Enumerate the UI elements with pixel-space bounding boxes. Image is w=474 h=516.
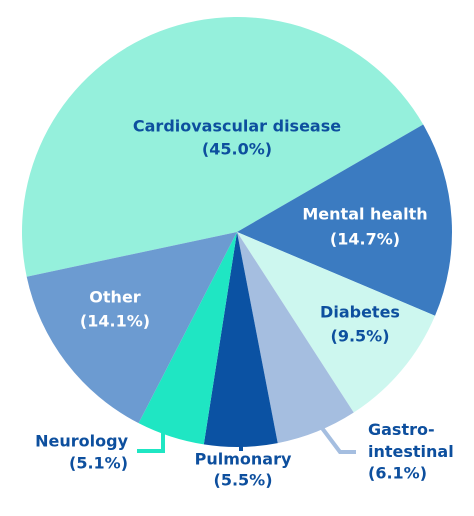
pie-slice [237,232,354,444]
value-label: (6.1%) [368,464,427,483]
pie-slice [26,232,237,424]
leader-line [137,428,165,453]
value-label: (14.7%) [330,230,400,249]
value-label: (45.0%) [202,140,272,159]
pie-slice [138,232,237,445]
value-label: (9.5%) [331,327,390,346]
slice-label: Other [89,288,140,307]
pie-slice [203,232,278,447]
slice-label: Gastro-intestinal [368,420,454,461]
slice-label: Mental health [302,205,427,224]
pie-slice [21,16,424,277]
value-label: (14.1%) [80,312,150,331]
slice-label: Pulmonary [195,450,292,469]
pie-slice [237,232,436,413]
slice-label: Diabetes [320,303,400,322]
leader-line [320,426,356,454]
value-label: (5.5%) [214,471,273,490]
value-label: (5.1%) [69,454,128,473]
pie-slice [237,124,452,316]
slice-label: Cardiovascular disease [133,117,341,136]
slice-label: Neurology [35,432,128,451]
